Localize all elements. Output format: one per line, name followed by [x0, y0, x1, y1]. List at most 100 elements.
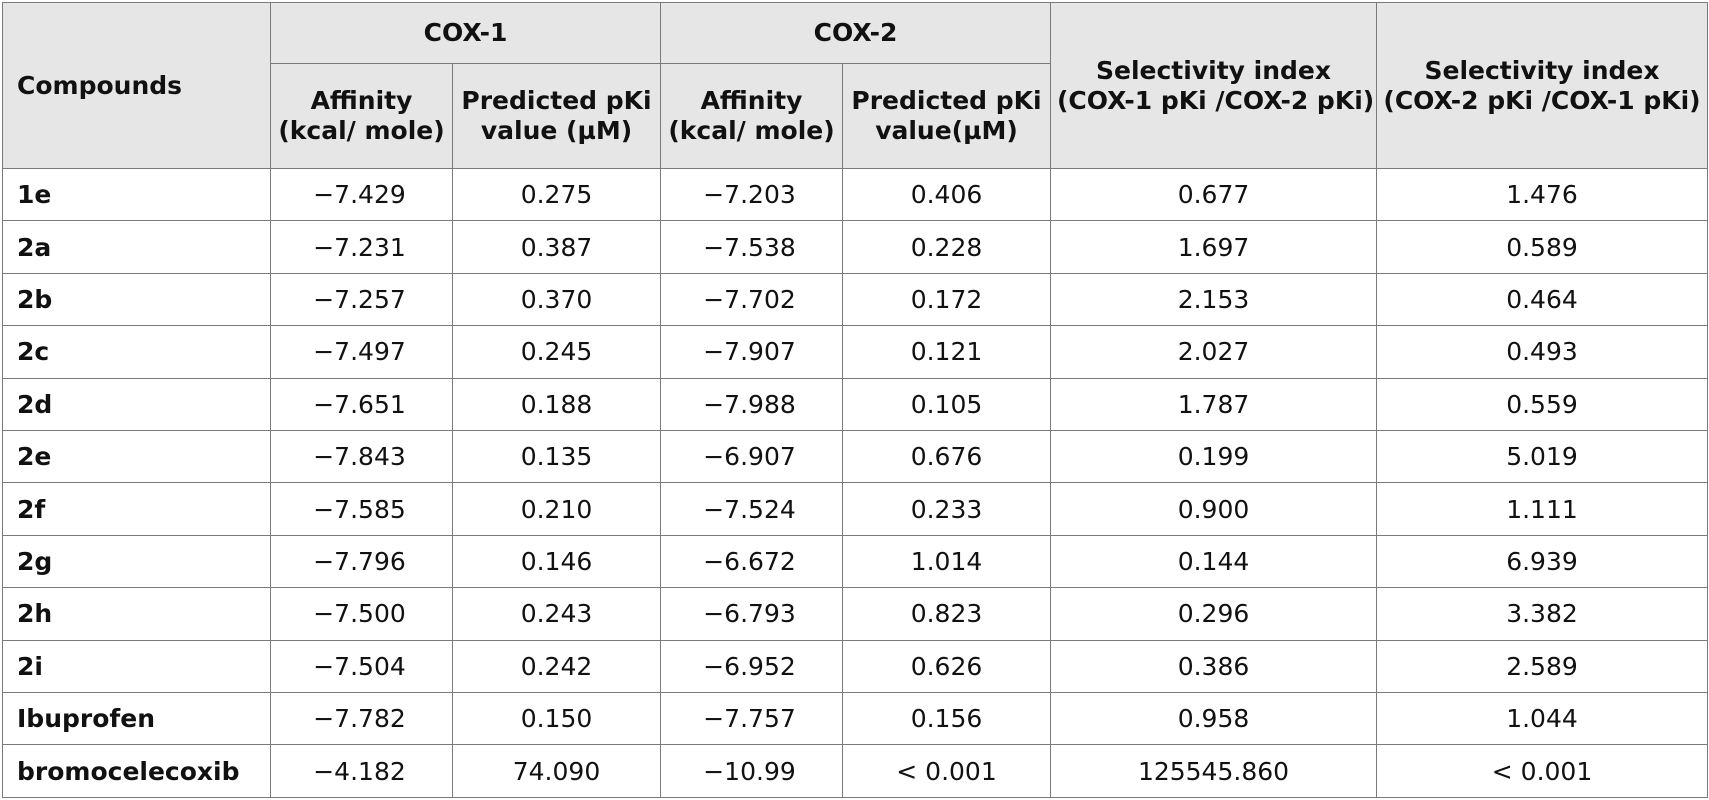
- cell-cox1-affinity: −7.796: [270, 534, 453, 589]
- cell-cox1-affinity: −7.504: [270, 639, 453, 694]
- cell-cox1-affinity: −7.843: [270, 430, 453, 484]
- header-cox2-affinity-line1: Affinity: [700, 86, 803, 115]
- cell-selectivity-cox2-cox1: 0.464: [1376, 272, 1708, 327]
- cell-cox1-pki: 0.245: [452, 325, 661, 379]
- cell-cox2-affinity: −10.99: [660, 744, 843, 798]
- cell-cox1-affinity: −7.651: [270, 377, 453, 432]
- cell-selectivity-cox1-cox2: 2.153: [1050, 272, 1377, 327]
- cell-cox1-pki: 0.242: [452, 639, 661, 694]
- header-cox2-affinity-line2: (kcal/ mole): [668, 116, 835, 145]
- cell-selectivity-cox1-cox2: 0.296: [1050, 587, 1377, 641]
- table-row: 2c −7.497 0.245 −7.907 0.121 2.027 0.493: [2, 325, 1708, 379]
- cell-cox2-affinity: −6.907: [660, 430, 843, 484]
- cell-selectivity-cox2-cox1: 2.589: [1376, 639, 1708, 694]
- cell-compound: 2g: [2, 534, 271, 589]
- cell-selectivity-cox1-cox2: 0.958: [1050, 692, 1377, 746]
- cell-selectivity-cox2-cox1: < 0.001: [1376, 744, 1708, 798]
- header-selectivity-cox1-cox2-line2: (COX-1 pKi /COX-2 pKi): [1057, 85, 1375, 115]
- header-cox1: COX-1: [270, 2, 661, 64]
- cell-cox2-pki: < 0.001: [842, 744, 1051, 798]
- cell-cox1-pki: 0.146: [452, 534, 661, 589]
- table-row: 2e −7.843 0.135 −6.907 0.676 0.199 5.019: [2, 430, 1708, 484]
- cell-cox1-pki: 0.387: [452, 220, 661, 274]
- cell-compound: bromocelecoxib: [2, 744, 271, 798]
- cell-cox2-affinity: −7.524: [660, 482, 843, 536]
- header-cox1-pki-line2: value (µM): [480, 116, 633, 145]
- cell-compound: 2f: [2, 482, 271, 536]
- cell-compound: 1e: [2, 167, 271, 222]
- cell-compound: 2i: [2, 639, 271, 694]
- table-row: 2a −7.231 0.387 −7.538 0.228 1.697 0.589: [2, 220, 1708, 274]
- cell-selectivity-cox2-cox1: 0.589: [1376, 220, 1708, 274]
- cell-compound: 2b: [2, 272, 271, 327]
- header-compounds: Compounds: [2, 2, 271, 169]
- cell-cox2-pki: 1.014: [842, 534, 1051, 589]
- cell-cox2-affinity: −7.988: [660, 377, 843, 432]
- header-selectivity-cox2-cox1: Selectivity index (COX-2 pKi /COX-1 pKi): [1376, 2, 1708, 169]
- cell-cox1-pki: 0.188: [452, 377, 661, 432]
- table-row: bromocelecoxib −4.182 74.090 −10.99 < 0.…: [2, 744, 1708, 798]
- cell-selectivity-cox1-cox2: 0.900: [1050, 482, 1377, 536]
- cell-compound: 2h: [2, 587, 271, 641]
- cell-selectivity-cox2-cox1: 6.939: [1376, 534, 1708, 589]
- cell-compound: 2c: [2, 325, 271, 379]
- header-cox1-affinity-line1: Affinity: [310, 86, 413, 115]
- cell-cox1-affinity: −7.497: [270, 325, 453, 379]
- table-header: Compounds COX-1 COX-2 Selectivity index …: [2, 2, 1708, 169]
- cell-cox2-affinity: −6.793: [660, 587, 843, 641]
- cell-cox2-pki: 0.406: [842, 167, 1051, 222]
- cell-selectivity-cox2-cox1: 5.019: [1376, 430, 1708, 484]
- cell-cox2-affinity: −7.203: [660, 167, 843, 222]
- cell-cox1-pki: 0.370: [452, 272, 661, 327]
- cell-cox2-affinity: −6.952: [660, 639, 843, 694]
- cell-cox2-affinity: −7.757: [660, 692, 843, 746]
- cell-cox2-pki: 0.121: [842, 325, 1051, 379]
- table-row: Ibuprofen −7.782 0.150 −7.757 0.156 0.95…: [2, 692, 1708, 746]
- header-selectivity-cox1-cox2-line1: Selectivity index: [1096, 55, 1331, 85]
- cell-selectivity-cox2-cox1: 1.476: [1376, 167, 1708, 222]
- cell-cox2-affinity: −7.538: [660, 220, 843, 274]
- cell-selectivity-cox1-cox2: 0.144: [1050, 534, 1377, 589]
- cell-selectivity-cox1-cox2: 0.386: [1050, 639, 1377, 694]
- table-row: 2d −7.651 0.188 −7.988 0.105 1.787 0.559: [2, 377, 1708, 432]
- table-row: 2f −7.585 0.210 −7.524 0.233 0.900 1.111: [2, 482, 1708, 536]
- cell-cox1-affinity: −7.782: [270, 692, 453, 746]
- cell-cox2-pki: 0.626: [842, 639, 1051, 694]
- cell-cox2-pki: 0.233: [842, 482, 1051, 536]
- cell-cox1-pki: 74.090: [452, 744, 661, 798]
- cell-selectivity-cox1-cox2: 1.697: [1050, 220, 1377, 274]
- header-selectivity-cox2-cox1-line1: Selectivity index: [1424, 55, 1660, 85]
- header-cox1-affinity-line2: (kcal/ mole): [278, 116, 445, 145]
- table-row: 2g −7.796 0.146 −6.672 1.014 0.144 6.939: [2, 534, 1708, 589]
- cell-selectivity-cox1-cox2: 0.677: [1050, 167, 1377, 222]
- cell-cox1-affinity: −7.257: [270, 272, 453, 327]
- cell-cox1-pki: 0.210: [452, 482, 661, 536]
- cell-cox1-affinity: −7.500: [270, 587, 453, 641]
- header-cox1-pki: Predicted pKi value (µM): [452, 63, 661, 169]
- header-cox1-affinity: Affinity (kcal/ mole): [270, 63, 453, 169]
- cell-compound: 2a: [2, 220, 271, 274]
- header-cox2-pki-line1: Predicted pKi: [851, 86, 1042, 115]
- table-row: 2i −7.504 0.242 −6.952 0.626 0.386 2.589: [2, 639, 1708, 694]
- header-cox1-pki-line1: Predicted pKi: [461, 86, 652, 115]
- cell-cox1-pki: 0.275: [452, 167, 661, 222]
- cell-selectivity-cox1-cox2: 1.787: [1050, 377, 1377, 432]
- cell-selectivity-cox2-cox1: 1.111: [1376, 482, 1708, 536]
- table-row: 1e −7.429 0.275 −7.203 0.406 0.677 1.476: [2, 167, 1708, 222]
- cell-selectivity-cox2-cox1: 0.559: [1376, 377, 1708, 432]
- cell-cox2-pki: 0.105: [842, 377, 1051, 432]
- cell-cox1-pki: 0.135: [452, 430, 661, 484]
- cell-selectivity-cox1-cox2: 0.199: [1050, 430, 1377, 484]
- cell-cox1-pki: 0.243: [452, 587, 661, 641]
- cell-selectivity-cox2-cox1: 1.044: [1376, 692, 1708, 746]
- cell-cox2-pki: 0.823: [842, 587, 1051, 641]
- cell-compound: Ibuprofen: [2, 692, 271, 746]
- cell-cox2-pki: 0.156: [842, 692, 1051, 746]
- table-row: 2b −7.257 0.370 −7.702 0.172 2.153 0.464: [2, 272, 1708, 327]
- cell-cox1-affinity: −7.231: [270, 220, 453, 274]
- header-selectivity-cox2-cox1-line2: (COX-2 pKi /COX-1 pKi): [1383, 85, 1701, 115]
- cell-compound: 2e: [2, 430, 271, 484]
- cell-cox2-affinity: −6.672: [660, 534, 843, 589]
- header-cox2-pki-line2: value(µM): [875, 116, 1018, 145]
